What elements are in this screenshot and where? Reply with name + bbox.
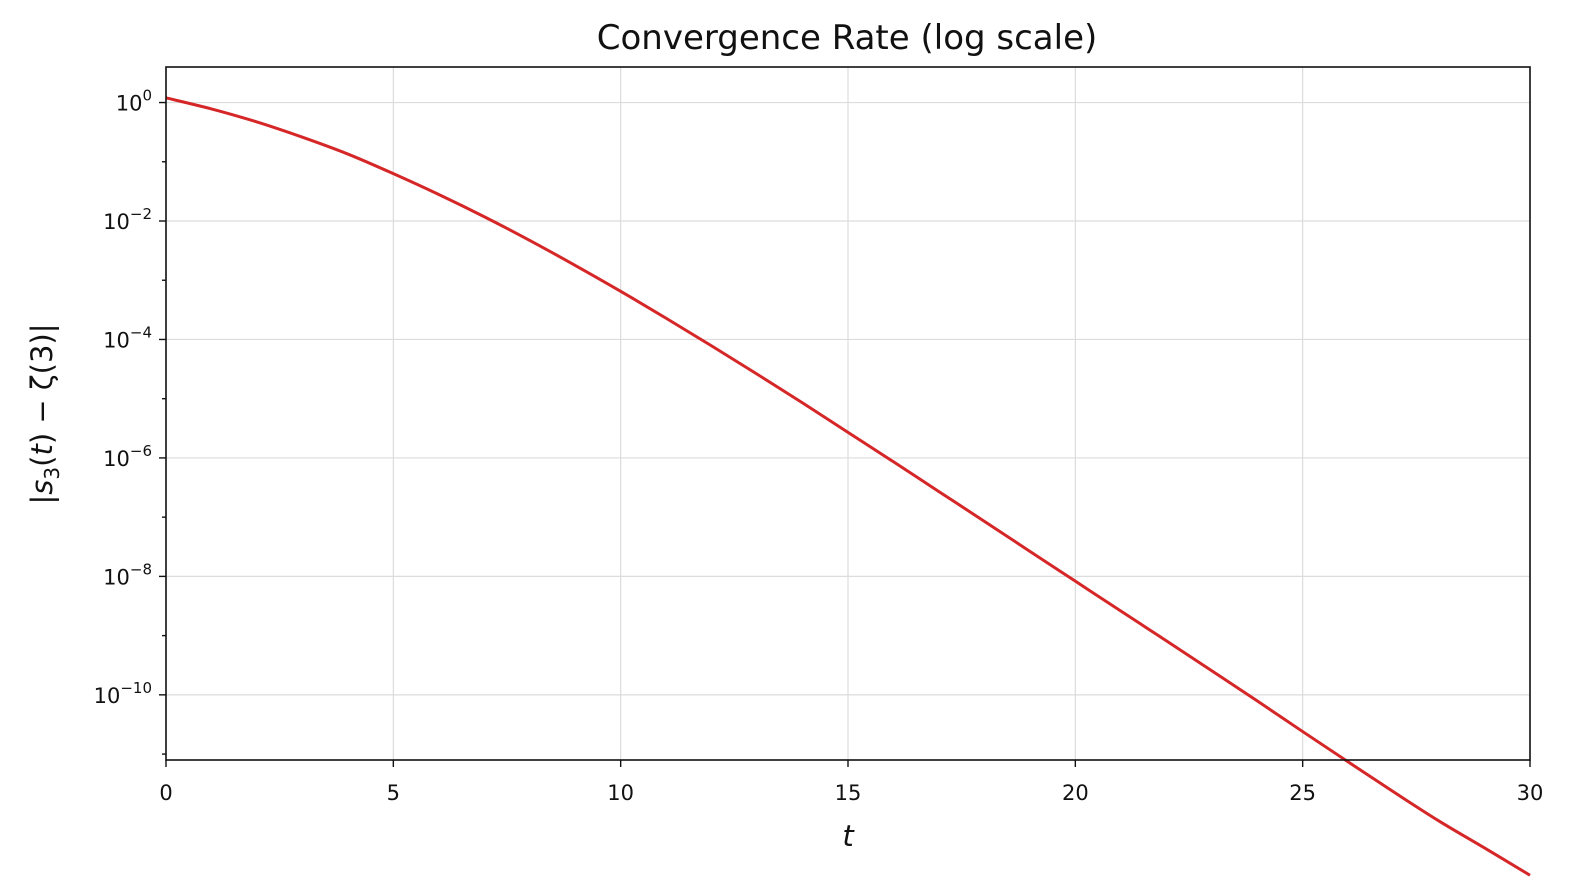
x-tick-label: 20 [1062, 781, 1089, 805]
y-label-part: |s [25, 480, 59, 505]
x-axis: 0 5 10 15 20 25 30 [159, 760, 1543, 805]
y-tick-exponent: −2 [130, 205, 152, 223]
series-layer [165, 96, 1531, 877]
y-tick-base: 10 [103, 565, 130, 589]
y-tick-label: 10−6 [103, 442, 152, 471]
y-tick-base: 10 [103, 328, 130, 352]
y-label-part: ) − ζ(3)| [25, 323, 59, 444]
x-tick-label: 0 [159, 781, 172, 805]
x-tick-label: 5 [387, 781, 400, 805]
y-tick-exponent: −6 [130, 442, 152, 460]
x-tick-label: 25 [1289, 781, 1316, 805]
y-tick-label: 100 [116, 87, 152, 116]
y-tick-base: 10 [116, 92, 143, 116]
y-axis-label: |s3(t) − ζ(3)| [25, 323, 64, 504]
y-tick-label: 10−8 [103, 560, 152, 589]
y-tick-label: 10−4 [103, 323, 152, 352]
y-label-subscript: 3 [40, 467, 64, 480]
chart-title: Convergence Rate (log scale) [597, 18, 1098, 58]
y-tick-base: 10 [94, 684, 121, 708]
y-label-part: ( [25, 456, 59, 467]
x-axis-label: t [842, 819, 855, 853]
y-tick-exponent: −4 [130, 323, 152, 341]
y-tick-exponent: 0 [142, 87, 152, 105]
y-tick-label: 10−2 [103, 205, 152, 234]
grid [165, 67, 1531, 760]
y-tick-exponent: −8 [130, 560, 152, 578]
x-tick-label: 10 [607, 781, 634, 805]
x-tick-label: 30 [1517, 781, 1544, 805]
y-tick-base: 10 [103, 447, 130, 471]
series-line [165, 96, 1531, 877]
y-tick-label: 10−10 [94, 679, 152, 708]
y-tick-base: 10 [103, 210, 130, 234]
y-label-part: t [25, 443, 59, 456]
x-tick-label: 15 [835, 781, 862, 805]
y-tick-exponent: −10 [120, 679, 152, 697]
